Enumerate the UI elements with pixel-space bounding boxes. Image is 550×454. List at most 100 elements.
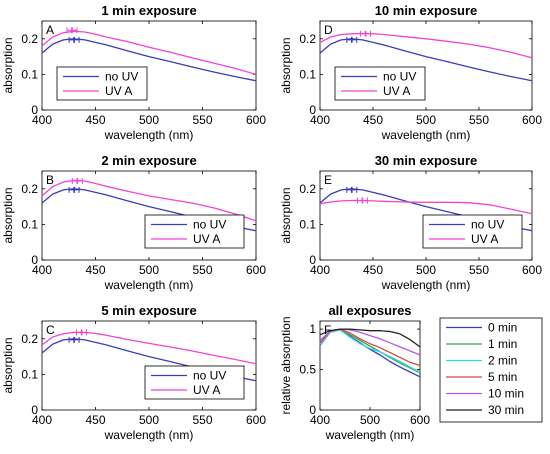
legend-box [56,66,148,101]
x-tick-label: 500 [139,113,159,127]
chart-title: all exposures [328,303,411,318]
x-tick-label: 600 [246,263,266,277]
chart-panel-b: 2 min exposure 400 450 500 550 600 0 0.1 0.2 wave… [1,153,266,292]
y-tick-label: 0 [31,103,38,117]
legend-label: no UV [105,70,138,84]
legend-label: 2 min [488,354,517,368]
legend-label: UV A [105,84,132,98]
y-tick-label: 0.1 [299,67,316,81]
x-tick-label: 400 [310,413,330,427]
x-tick-label: 450 [85,113,105,127]
legend-label: 1 min [488,337,517,351]
series-line-uv-a [41,30,257,76]
y-tick-label: 0.2 [21,332,38,346]
y-tick-label: 0 [31,253,38,267]
x-tick-label: 450 [85,413,105,427]
y-tick-label: 0.1 [299,217,316,231]
y-tick-label: 0.2 [299,182,316,196]
chart-panel-f: all exposures 400 500 600 0 0.5 1 wavelength (n… [279,303,543,442]
legend-label: 0 min [488,321,517,335]
y-tick-label: 0.1 [21,67,38,81]
series-line-uv-a [41,179,257,222]
x-tick-label: 400 [310,263,330,277]
x-axis-label: wavelength (nm) [381,278,471,292]
legend-label: UV A [193,383,220,397]
chart-title: 10 min exposure [375,3,478,18]
x-tick-label: 450 [85,263,105,277]
legend-box [144,365,245,400]
y-tick-label: 0.2 [21,32,38,46]
x-tick-label: 600 [522,113,542,127]
series-line-30-min [319,328,421,348]
x-tick-label: 400 [310,113,330,127]
series-line-2-min [319,329,421,373]
x-axis-label: wavelength (nm) [381,128,471,142]
peak-marker [346,36,358,43]
panel-letter: B [46,173,54,187]
y-axis-label: absorption [1,37,15,93]
series-line-no-uv [319,38,533,82]
x-tick-label: 450 [363,113,383,127]
x-axis-label: wavelength (nm) [104,428,194,442]
y-tick-label: 0.5 [299,363,316,377]
panel-letter: D [324,23,333,37]
x-tick-label: 550 [469,113,489,127]
y-tick-label: 0 [309,103,316,117]
x-tick-label: 400 [32,413,52,427]
chart-panel-e: 30 min exposure 400 450 500 550 600 0 0.1 0.2 wav… [279,153,542,292]
legend-label: 30 min [488,403,524,417]
x-tick-label: 500 [139,413,159,427]
y-tick-label: 0.1 [21,217,38,231]
legend-box [334,66,426,101]
chart-title: 1 min exposure [101,3,196,18]
x-tick-label: 550 [192,413,212,427]
y-tick-label: 0 [309,403,316,417]
y-axis-label: absorption [1,187,15,243]
chart-title: 30 min exposure [375,153,478,168]
legend-label: UV A [383,84,410,98]
x-tick-label: 550 [469,263,489,277]
peak-marker [68,36,80,43]
chart-panel-c: 5 min exposure 400 450 500 550 600 0 0.1 0.2 wave… [1,303,266,442]
x-tick-label: 500 [416,263,436,277]
x-tick-label: 600 [246,413,266,427]
x-axis-label: wavelength (nm) [104,128,194,142]
y-tick-label: 0.1 [21,367,38,381]
legend-label: no UV [471,218,504,232]
y-axis-label: absorption [1,337,15,393]
series-line-uv-a [41,331,257,365]
panel-letter: F [324,323,331,337]
x-tick-label: 400 [32,263,52,277]
y-axis-label: absorption [279,187,293,243]
x-tick-label: 500 [139,263,159,277]
legend-box [439,317,543,423]
legend-label: no UV [383,70,416,84]
legend-label: UV A [193,232,220,246]
legend-label: UV A [471,232,498,246]
x-tick-label: 450 [363,263,383,277]
peak-marker [68,336,80,343]
y-axis-label: absorption [279,37,293,93]
x-tick-label: 500 [416,113,436,127]
legend-label: 10 min [488,387,524,401]
panel-letter: E [324,173,332,187]
y-tick-label: 1 [309,322,316,336]
y-tick-label: 0 [31,403,38,417]
x-tick-label: 600 [246,113,266,127]
x-axis-label: wavelength (nm) [104,278,194,292]
y-tick-label: 0 [309,253,316,267]
x-tick-label: 500 [360,413,380,427]
legend: 0 min 1 min 2 min 5 min 10 min 30 min [439,317,543,423]
chart-panel-a: 1 min exposure 400 450 500 550 600 0 0.1 0.2 wave… [1,3,266,142]
x-tick-label: 550 [192,263,212,277]
y-tick-label: 0.2 [21,182,38,196]
peak-marker [356,197,368,204]
series-line-no-uv [41,38,257,82]
legend-label: no UV [193,218,226,232]
legend-label: 5 min [488,370,517,384]
x-tick-label: 600 [410,413,430,427]
